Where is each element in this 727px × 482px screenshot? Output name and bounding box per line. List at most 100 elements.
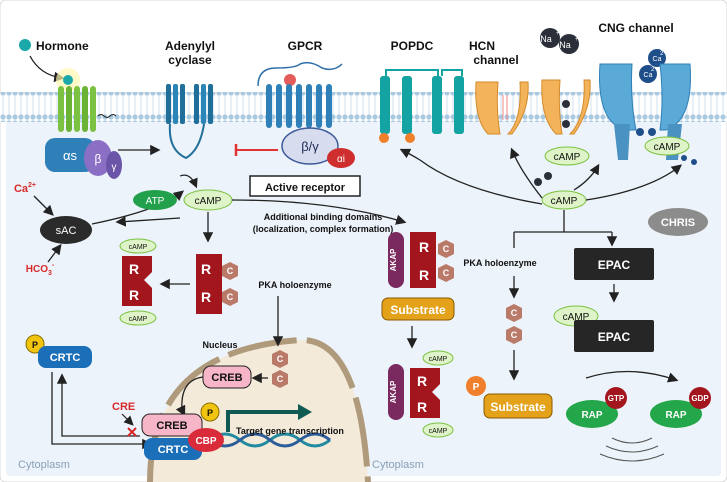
g-gamma-label: γ <box>112 162 117 173</box>
cytoplasm-label-right: Cytoplasm <box>372 459 424 471</box>
ca-ion-icon-2 <box>639 65 657 83</box>
substrate-label-phosphorylated: Substrate <box>490 400 546 414</box>
binding-domains-label-2: (localization, complex formation) <box>253 224 394 234</box>
adenylyl-cyclase-icon <box>166 84 213 160</box>
active-receptor-label: Active receptor <box>265 182 346 194</box>
svg-text:C: C <box>227 292 234 302</box>
svg-text:cAMP: cAMP <box>129 244 148 251</box>
chris-label: CHRIS <box>661 217 695 229</box>
svg-text:R: R <box>201 261 211 277</box>
svg-text:C: C <box>511 308 518 318</box>
bound-hormone-icon <box>63 75 73 85</box>
pka-r-dimer-icon-left <box>122 256 152 306</box>
sac-label: sAC <box>56 225 77 237</box>
svg-text:R: R <box>201 289 211 305</box>
pka-holoenzyme-label-right: PKA holoenzyme <box>463 258 536 268</box>
svg-text:cAMP: cAMP <box>554 152 581 163</box>
hcn-channel-icon <box>475 81 529 135</box>
svg-text:AKAP: AKAP <box>389 380 398 403</box>
hcn-label-2: channel <box>473 53 518 67</box>
active-receptor-box <box>249 175 361 197</box>
rap-exchange-arrow <box>585 370 679 383</box>
adenylyl-cyclase-label-1: Adenylyl <box>165 39 215 53</box>
nuclear-c-icon-1 <box>272 350 288 368</box>
substrate-icon-phosphorylated <box>483 393 553 419</box>
na-ion-icon-2 <box>559 34 579 54</box>
phosphate-icon-creb <box>200 402 220 422</box>
camp-icon-akap-bottom <box>422 422 454 438</box>
cng-channel-label: CNG channel <box>598 21 673 35</box>
akap-icon-top <box>388 232 404 288</box>
substrate-label-akap: Substrate <box>390 303 446 317</box>
chris-icon <box>648 208 708 236</box>
camp-label-main: cAMP <box>195 196 222 207</box>
rap-icon-gtp <box>566 400 618 428</box>
epac-icon-inactive <box>574 248 654 280</box>
svg-text:P: P <box>473 382 480 393</box>
svg-text:R: R <box>129 261 139 277</box>
crtc-icon-nucleus <box>144 438 202 460</box>
akap-r-dimer-icon <box>410 368 440 418</box>
svg-text:cAMP: cAMP <box>654 142 681 153</box>
gdp-label: GDP <box>691 394 709 403</box>
nuclear-c-icon-2 <box>272 370 288 388</box>
rap-label-gdp: RAP <box>665 410 686 421</box>
pka-c-icon-1 <box>222 262 238 280</box>
svg-text:cAMP: cAMP <box>429 428 448 435</box>
svg-text:P: P <box>32 340 38 350</box>
hormone-label: Hormone <box>36 39 89 53</box>
g-alpha-i-label: αi <box>337 154 345 165</box>
akap-c-icon-1 <box>438 240 454 258</box>
gdp-icon <box>689 387 711 409</box>
g-beta-gamma-icon <box>281 127 339 165</box>
target-gene-label: Target gene transcription <box>236 426 344 436</box>
g-alpha-i-icon <box>327 148 355 168</box>
popdc-icon <box>380 76 464 134</box>
camp-icon-akap-top <box>422 350 454 366</box>
svg-text:+: + <box>556 31 560 37</box>
epac-label-inactive: EPAC <box>598 258 631 272</box>
camp-icon-r-bottom <box>119 310 157 326</box>
atp-icon <box>133 190 177 210</box>
camp-icon-r-top <box>119 238 157 254</box>
hcn-label-1: HCN <box>469 39 495 53</box>
gpcr-icon <box>266 84 332 128</box>
epac-icon-active <box>574 320 654 352</box>
svg-text:R: R <box>417 399 427 415</box>
svg-text:2+: 2+ <box>660 51 667 57</box>
epac-label-active: EPAC <box>598 330 631 344</box>
gpcr-ligand-icon <box>284 74 296 86</box>
svg-text:cAMP: cAMP <box>129 316 148 323</box>
gtp-icon <box>605 387 627 409</box>
cng-channel-icon <box>599 63 691 160</box>
creb-bound-icon <box>141 413 203 437</box>
cbp-label: CBP <box>195 436 216 447</box>
svg-text:C: C <box>277 354 284 364</box>
svg-text:R: R <box>419 267 429 283</box>
svg-text:R: R <box>129 287 139 303</box>
gpcr-label: GPCR <box>288 39 323 53</box>
phosphate-icon-substrate <box>466 376 486 396</box>
svg-text:+: + <box>575 37 579 43</box>
rap-label-gtp: RAP <box>581 410 602 421</box>
gtp-label: GTP <box>608 394 625 403</box>
sac-icon <box>40 216 92 244</box>
camp-icon-hcn <box>544 146 590 166</box>
phosphate-icon-crtc <box>25 334 45 354</box>
na-ion-icon-1 <box>540 28 560 48</box>
svg-text:cAMP: cAMP <box>551 196 578 207</box>
na-channel-icon <box>541 79 591 135</box>
akap-c-icon-2 <box>438 264 454 282</box>
free-c-icon-1 <box>506 304 522 322</box>
crtc-icon-cytoplasm <box>38 346 92 368</box>
substrate-icon-akap <box>381 297 455 321</box>
pka-c-icon-2 <box>222 288 238 306</box>
akap-pka-r-icon <box>410 232 436 288</box>
svg-text:Na: Na <box>559 40 571 50</box>
adenylyl-cyclase-label-2: cyclase <box>168 53 212 67</box>
g-alpha-s-label: αs <box>63 148 78 163</box>
g-alpha-s-icon <box>45 138 95 172</box>
svg-text:cAMP: cAMP <box>429 356 448 363</box>
svg-text:2+: 2+ <box>651 67 658 73</box>
